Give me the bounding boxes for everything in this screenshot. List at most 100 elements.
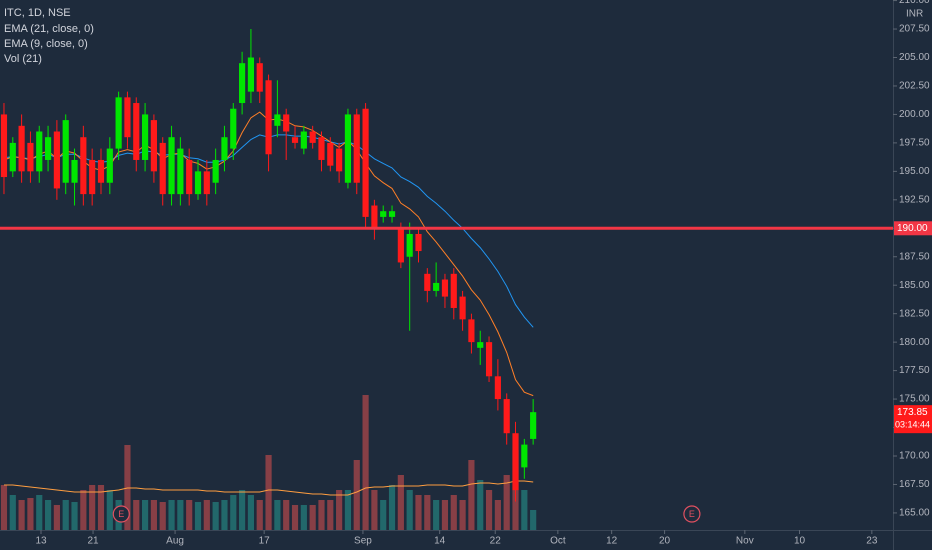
earnings-marker xyxy=(683,505,701,523)
y-tick-label: 207.50 xyxy=(899,24,930,35)
volume-bar xyxy=(150,500,157,530)
legend-ema21: EMA (21, close, 0) xyxy=(4,23,94,35)
candle-body xyxy=(424,273,431,291)
candle-body xyxy=(168,137,175,195)
volume-bar xyxy=(291,505,299,530)
candle-body xyxy=(247,57,255,92)
volume-bar xyxy=(18,500,25,530)
y-tick-label: 195.00 xyxy=(899,166,930,177)
earnings-label: E xyxy=(118,509,124,519)
candle-body xyxy=(124,97,131,138)
candle-body xyxy=(0,114,8,178)
volume-bar xyxy=(388,485,396,530)
candle-body xyxy=(309,131,316,143)
candle-body xyxy=(459,296,466,320)
candle-body xyxy=(230,108,237,149)
volume-bar xyxy=(186,500,193,530)
candle-body xyxy=(106,148,113,183)
candle-body xyxy=(150,120,157,172)
x-tick-label: Aug xyxy=(166,536,184,547)
volume-bar xyxy=(530,510,537,530)
volume-bar xyxy=(309,505,316,530)
volume-bar xyxy=(89,485,96,530)
candle-body xyxy=(300,131,307,149)
candle-body xyxy=(89,159,96,195)
candle-body xyxy=(327,142,334,166)
volume-bar xyxy=(9,495,16,530)
candle-body xyxy=(318,137,325,160)
x-tick-label: Nov xyxy=(736,536,754,547)
volume-bar xyxy=(97,485,105,530)
x-tick-label: 10 xyxy=(794,536,806,547)
last-price-box xyxy=(894,405,932,434)
volume-bar xyxy=(459,500,466,530)
candle-body xyxy=(406,233,413,257)
volume-bar xyxy=(450,495,457,530)
candle-body xyxy=(336,148,343,172)
volume-bar xyxy=(424,495,431,530)
countdown: 03:14:44 xyxy=(895,420,930,430)
candle-body xyxy=(44,137,52,160)
volume-bar xyxy=(159,502,166,530)
candle-body xyxy=(380,211,387,217)
hline-label: 190.00 xyxy=(897,223,928,234)
y-tick-label: 177.50 xyxy=(899,365,930,376)
volume-bar xyxy=(141,500,149,530)
volume-bar xyxy=(433,500,440,530)
x-tick-label: 23 xyxy=(866,536,878,547)
volume-bar xyxy=(36,495,43,530)
y-tick-label: 192.50 xyxy=(899,194,930,205)
y-tick-label: 202.50 xyxy=(899,81,930,92)
candle-body xyxy=(27,142,34,172)
candle-body xyxy=(450,273,457,308)
x-tick-label: 22 xyxy=(490,536,502,547)
volume-bar xyxy=(397,475,404,530)
candle-body xyxy=(397,228,404,263)
y-tick-label: 210.00 xyxy=(899,0,930,6)
candle-body xyxy=(97,159,105,183)
volume-bar xyxy=(406,490,413,530)
candle-body xyxy=(468,319,475,343)
volume-bar xyxy=(239,490,246,530)
candle-body xyxy=(203,171,210,195)
candle-body xyxy=(186,159,193,195)
volume-bar xyxy=(477,480,484,530)
candle-body xyxy=(441,279,449,297)
candle-body xyxy=(212,159,219,183)
volume-bar xyxy=(80,490,87,530)
y-tick-label: 167.50 xyxy=(899,479,930,490)
candle-body xyxy=(194,171,202,195)
candle-body xyxy=(353,114,360,183)
earnings-marker xyxy=(112,505,130,523)
y-tick-label: 187.50 xyxy=(899,251,930,262)
volume-ma xyxy=(4,480,534,496)
volume-bar xyxy=(133,500,140,530)
x-tick-label: 20 xyxy=(659,536,671,547)
candle-body xyxy=(291,137,299,143)
candle-body xyxy=(433,282,440,291)
volume-bar xyxy=(177,500,184,530)
x-tick-label: 12 xyxy=(606,536,618,547)
volume-bar xyxy=(283,500,290,530)
candle-body xyxy=(477,342,484,348)
candle-body xyxy=(256,63,263,92)
volume-bar xyxy=(415,495,422,530)
volume-bar xyxy=(380,500,387,530)
y-tick-label: 185.00 xyxy=(899,280,930,291)
candle-body xyxy=(239,63,246,104)
candle-body xyxy=(283,114,290,132)
volume-bar xyxy=(353,460,360,530)
candle-body xyxy=(265,80,272,155)
volume-bar xyxy=(71,502,78,530)
y-tick-label: 200.00 xyxy=(899,109,930,120)
y-tick-label: 182.50 xyxy=(899,308,930,319)
volume-bar xyxy=(468,460,475,530)
candle-body xyxy=(80,137,87,195)
volume-bar xyxy=(194,502,202,530)
y-tick-label: 165.00 xyxy=(899,508,930,519)
legend-volume: Vol (21) xyxy=(4,53,42,65)
volume-bar xyxy=(212,502,219,530)
candle-body xyxy=(53,131,60,189)
